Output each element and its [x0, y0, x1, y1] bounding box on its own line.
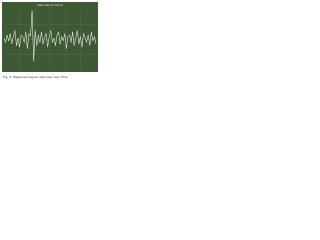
- caption: Fig. 3: Measured signal response over ti…: [3, 75, 68, 79]
- chart-title: Resonance Trace: [37, 3, 62, 7]
- signal-line: [3, 10, 97, 61]
- chart: Resonance Trace Fig. 3: Measured signal …: [2, 2, 98, 79]
